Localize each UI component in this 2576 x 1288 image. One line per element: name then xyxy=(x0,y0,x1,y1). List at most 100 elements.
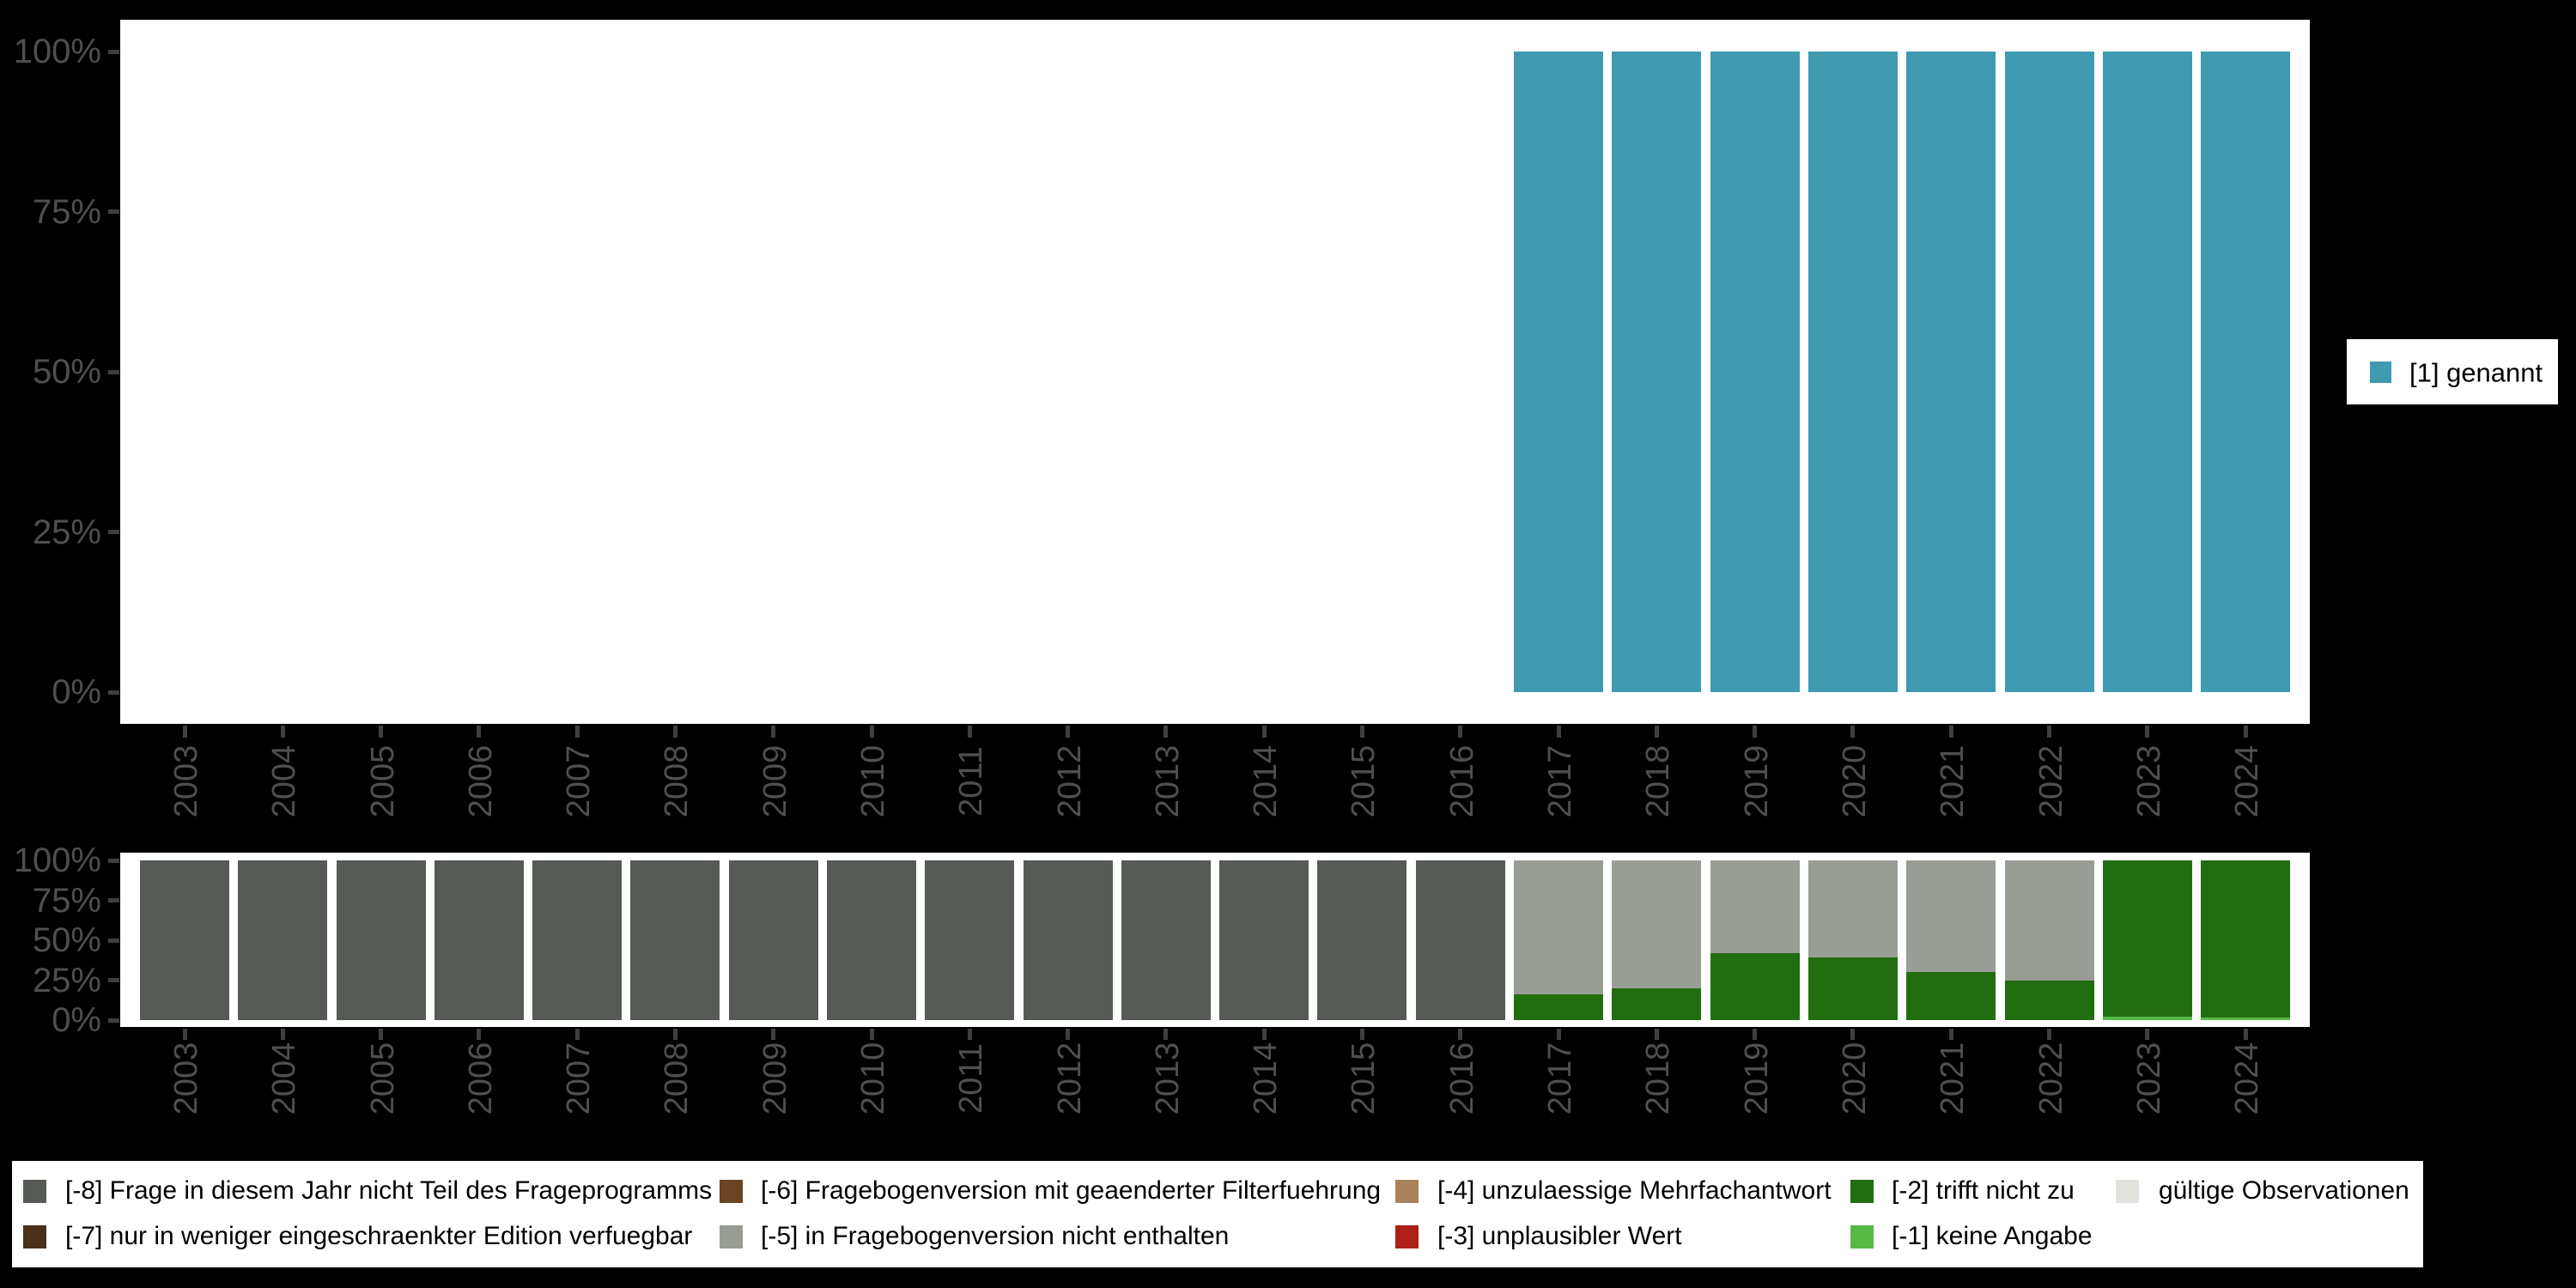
bottom-legend-swatch xyxy=(2116,1179,2139,1203)
bar-segment xyxy=(2004,52,2094,692)
x-tick-mark xyxy=(1654,1029,1659,1040)
bar-segment xyxy=(1514,860,1604,995)
x-tick-mark xyxy=(1753,1029,1758,1040)
x-tick-mark xyxy=(2047,726,2051,738)
bar-segment xyxy=(2201,1018,2291,1020)
bar-segment xyxy=(2004,860,2094,981)
bottom-legend-swatch xyxy=(1850,1224,1874,1249)
x-tick-mark xyxy=(280,726,285,738)
x-tick-mark xyxy=(1066,1029,1071,1040)
x-tick-label: 2015 xyxy=(1346,1042,1382,1115)
y-tick-mark xyxy=(108,898,119,902)
x-tick-label: 2017 xyxy=(1542,1042,1579,1115)
x-tick-mark xyxy=(182,1029,187,1040)
bottom-legend-swatch xyxy=(23,1179,46,1203)
x-tick-label: 2012 xyxy=(1051,1042,1088,1115)
bar-segment xyxy=(1710,52,1800,692)
y-tick-label: 75% xyxy=(32,881,101,920)
x-tick-mark xyxy=(379,726,384,738)
x-tick-label: 2015 xyxy=(1346,744,1382,818)
x-tick-mark xyxy=(869,726,874,738)
x-tick-label: 2005 xyxy=(364,1042,401,1115)
bar-segment xyxy=(1807,860,1898,958)
side-legend-box: [1] genannt xyxy=(2347,339,2558,404)
y-tick-label: 75% xyxy=(32,192,101,231)
x-tick-label: 2007 xyxy=(561,744,598,818)
bar-segment xyxy=(1612,52,1702,692)
x-tick-mark xyxy=(2145,1029,2150,1040)
bar-segment xyxy=(434,860,524,1020)
bottom-legend-swatch xyxy=(720,1179,743,1203)
bar-segment xyxy=(1121,860,1211,1020)
bar-segment xyxy=(728,860,818,1020)
x-tick-mark xyxy=(672,1029,677,1040)
bar-segment xyxy=(1710,860,1800,953)
x-tick-mark xyxy=(1359,726,1364,738)
x-tick-label: 2005 xyxy=(364,744,401,818)
bar-segment xyxy=(1317,860,1407,1020)
x-tick-label: 2013 xyxy=(1149,744,1186,818)
y-tick-label: 50% xyxy=(32,921,101,959)
y-tick-mark xyxy=(108,938,119,943)
bottom-legend-swatch xyxy=(1850,1179,1874,1203)
x-tick-mark xyxy=(477,726,482,738)
x-tick-mark xyxy=(1261,726,1267,738)
bar-segment xyxy=(1023,860,1113,1020)
bar-segment xyxy=(1906,52,1996,692)
x-tick-label: 2009 xyxy=(756,1042,793,1115)
x-tick-label: 2022 xyxy=(2032,744,2069,818)
x-tick-label: 2016 xyxy=(1443,1042,1480,1115)
bar-segment xyxy=(1612,860,1702,988)
x-tick-label: 2008 xyxy=(659,744,696,818)
x-tick-label: 2008 xyxy=(659,1042,696,1115)
y-tick-mark xyxy=(108,210,119,214)
bar-segment xyxy=(1906,972,1996,1020)
x-tick-mark xyxy=(1753,726,1758,738)
x-tick-label: 2010 xyxy=(855,1042,892,1115)
x-tick-mark xyxy=(1261,1029,1267,1040)
bar-segment xyxy=(2201,52,2291,692)
x-tick-label: 2011 xyxy=(953,1043,990,1114)
bottom-legend-swatch xyxy=(23,1224,46,1249)
x-tick-label: 2020 xyxy=(1836,1042,1873,1115)
bar-segment xyxy=(336,860,426,1020)
x-tick-mark xyxy=(1850,1029,1856,1040)
bar-segment xyxy=(1415,860,1505,1020)
bottom-legend-label: [-3] unplausibler Wert xyxy=(1437,1222,1682,1250)
x-tick-label: 2020 xyxy=(1836,744,1873,818)
bottom-legend-label: [-4] unzulaessige Mehrfachantwort xyxy=(1437,1176,1832,1205)
y-tick-mark xyxy=(108,530,119,534)
x-tick-mark xyxy=(1850,726,1856,738)
y-tick-label: 0% xyxy=(52,1001,101,1039)
bar-segment xyxy=(1514,994,1604,1020)
bottom-chart-panel xyxy=(120,853,2310,1027)
x-tick-label: 2003 xyxy=(168,1042,204,1115)
bar-segment xyxy=(1906,860,1996,973)
bar-segment xyxy=(140,860,229,1020)
bar-segment xyxy=(2102,1017,2192,1020)
x-tick-mark xyxy=(1458,726,1463,738)
bottom-legend-swatch xyxy=(1395,1179,1419,1203)
x-tick-mark xyxy=(2243,726,2248,738)
y-tick-label: 25% xyxy=(32,961,101,999)
x-tick-mark xyxy=(379,1029,384,1040)
bar-segment xyxy=(1219,860,1309,1020)
x-tick-label: 2019 xyxy=(1738,744,1775,818)
x-tick-label: 2013 xyxy=(1149,1042,1186,1115)
bar-segment xyxy=(532,860,623,1020)
bar-segment xyxy=(1612,987,1702,1020)
x-tick-label: 2023 xyxy=(2130,1042,2167,1115)
y-tick-label: 100% xyxy=(13,841,101,879)
y-tick-label: 50% xyxy=(32,353,101,391)
x-tick-mark xyxy=(1163,726,1169,738)
x-tick-label: 2022 xyxy=(2032,1042,2069,1115)
x-tick-label: 2017 xyxy=(1542,744,1579,818)
x-tick-mark xyxy=(574,1029,580,1040)
bar-segment xyxy=(630,860,720,1020)
x-tick-mark xyxy=(1359,1029,1364,1040)
y-tick-mark xyxy=(108,49,119,54)
x-tick-label: 2018 xyxy=(1640,1042,1677,1115)
x-tick-label: 2012 xyxy=(1051,744,1088,818)
side-legend-swatch xyxy=(2370,361,2391,383)
